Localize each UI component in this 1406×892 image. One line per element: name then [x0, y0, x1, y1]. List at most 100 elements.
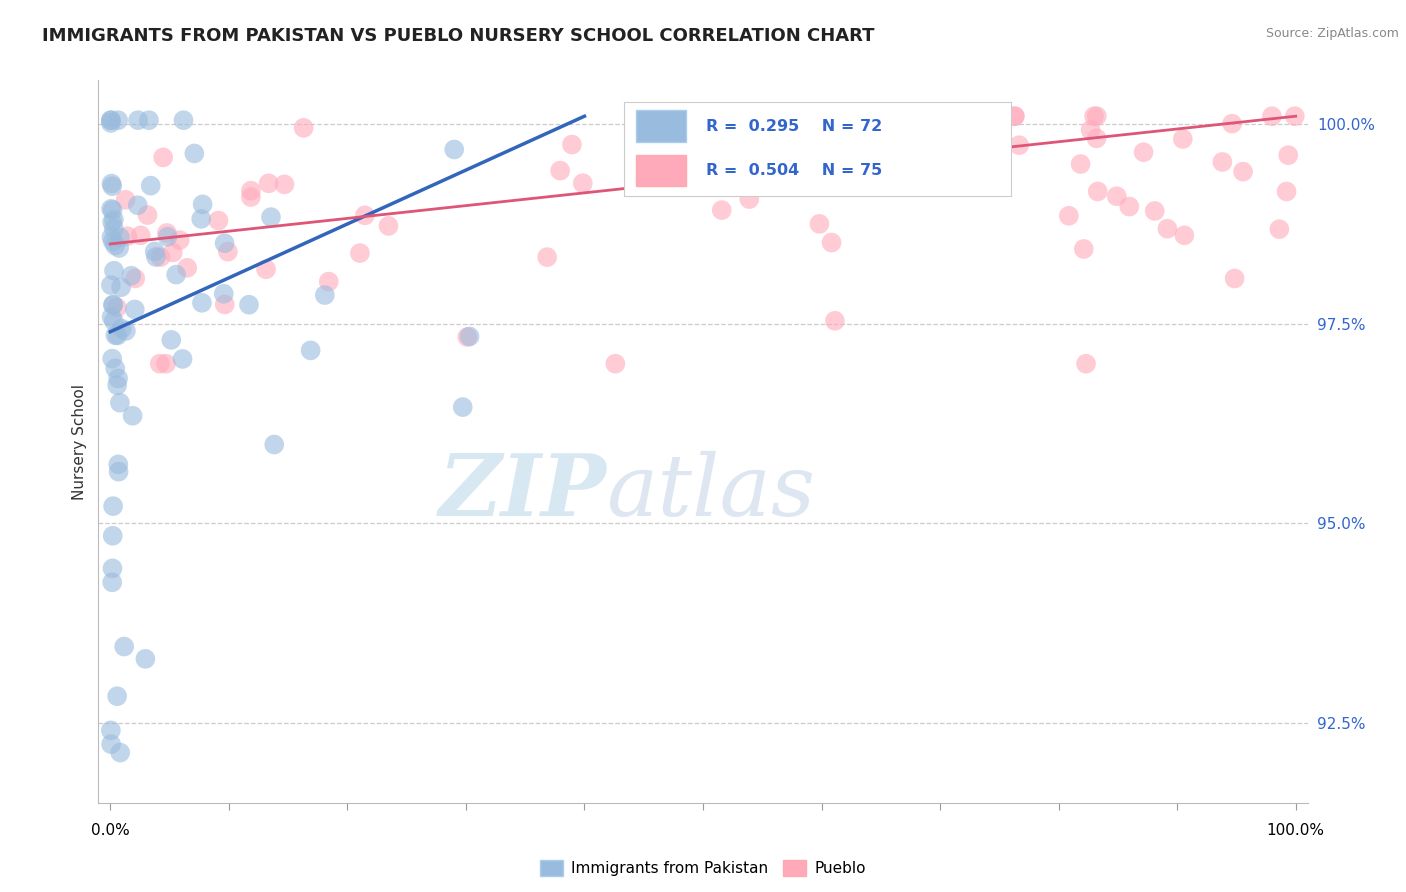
Text: ZIP: ZIP [439, 450, 606, 534]
Point [1074, 357, 1097, 371]
Point [354, 208, 377, 222]
Point [107, 371, 129, 385]
Point [1211, 155, 1233, 169]
Point [104, 328, 127, 343]
Point [824, 314, 846, 328]
Point [257, 177, 280, 191]
Point [134, 652, 156, 666]
Point [165, 268, 187, 282]
Point [952, 125, 974, 139]
Point [115, 324, 138, 338]
Point [172, 351, 194, 366]
Point [100, 113, 122, 128]
Point [1087, 185, 1109, 199]
Point [155, 357, 177, 371]
Point [191, 295, 214, 310]
Point [686, 109, 709, 123]
Point [1085, 131, 1108, 145]
Point [1232, 164, 1254, 178]
Point [169, 233, 191, 247]
Point [1070, 157, 1092, 171]
Point [207, 213, 229, 227]
Point [101, 202, 124, 217]
Point [808, 118, 831, 132]
Point [124, 271, 146, 285]
Point [1143, 204, 1166, 219]
Point [143, 244, 166, 259]
Point [1284, 109, 1306, 123]
Point [292, 120, 315, 135]
Point [149, 250, 172, 264]
Point [156, 226, 179, 240]
Point [451, 400, 474, 414]
Point [349, 246, 371, 260]
Point [160, 333, 183, 347]
Point [655, 109, 678, 123]
Point [561, 137, 583, 152]
Point [117, 229, 139, 244]
Point [238, 298, 260, 312]
Point [314, 288, 336, 302]
Point [138, 113, 160, 128]
Point [654, 145, 676, 160]
Point [101, 561, 124, 575]
Point [572, 176, 595, 190]
Point [105, 690, 128, 704]
Point [212, 286, 235, 301]
Point [820, 235, 842, 250]
Point [101, 575, 124, 590]
Point [136, 208, 159, 222]
Point [101, 298, 124, 312]
Point [1171, 132, 1194, 146]
Point [1173, 228, 1195, 243]
Legend: Immigrants from Pakistan, Pueblo: Immigrants from Pakistan, Pueblo [534, 854, 872, 882]
Point [121, 409, 143, 423]
Point [1004, 109, 1026, 123]
Point [239, 190, 262, 204]
Point [183, 146, 205, 161]
Point [100, 278, 122, 293]
Point [217, 244, 239, 259]
Point [107, 328, 129, 343]
Point [129, 228, 152, 243]
Point [1105, 189, 1128, 203]
Point [1004, 109, 1026, 123]
Point [101, 529, 124, 543]
Point [239, 184, 262, 198]
Point [299, 343, 322, 358]
Point [713, 117, 735, 131]
Point [108, 395, 131, 409]
Point [318, 275, 340, 289]
Point [124, 302, 146, 317]
Point [100, 202, 122, 216]
Point [152, 150, 174, 164]
Point [103, 314, 125, 328]
Point [1220, 117, 1243, 131]
Point [145, 250, 167, 264]
Point [536, 250, 558, 264]
Point [104, 361, 127, 376]
Point [214, 236, 236, 251]
Point [458, 329, 481, 343]
Point [456, 330, 478, 344]
Point [107, 113, 129, 128]
Point [112, 640, 135, 654]
Point [702, 121, 724, 136]
Point [104, 238, 127, 252]
Point [1085, 109, 1108, 123]
Point [190, 211, 212, 226]
Point [101, 215, 124, 229]
Text: 0.0%: 0.0% [91, 822, 129, 838]
Point [139, 178, 162, 193]
Point [103, 221, 125, 235]
Point [127, 113, 149, 128]
Point [263, 437, 285, 451]
Point [254, 262, 277, 277]
Text: atlas: atlas [606, 450, 815, 533]
Point [1261, 109, 1284, 123]
Point [548, 163, 571, 178]
Point [273, 178, 295, 192]
Point [100, 737, 122, 751]
Point [107, 465, 129, 479]
Point [443, 143, 465, 157]
